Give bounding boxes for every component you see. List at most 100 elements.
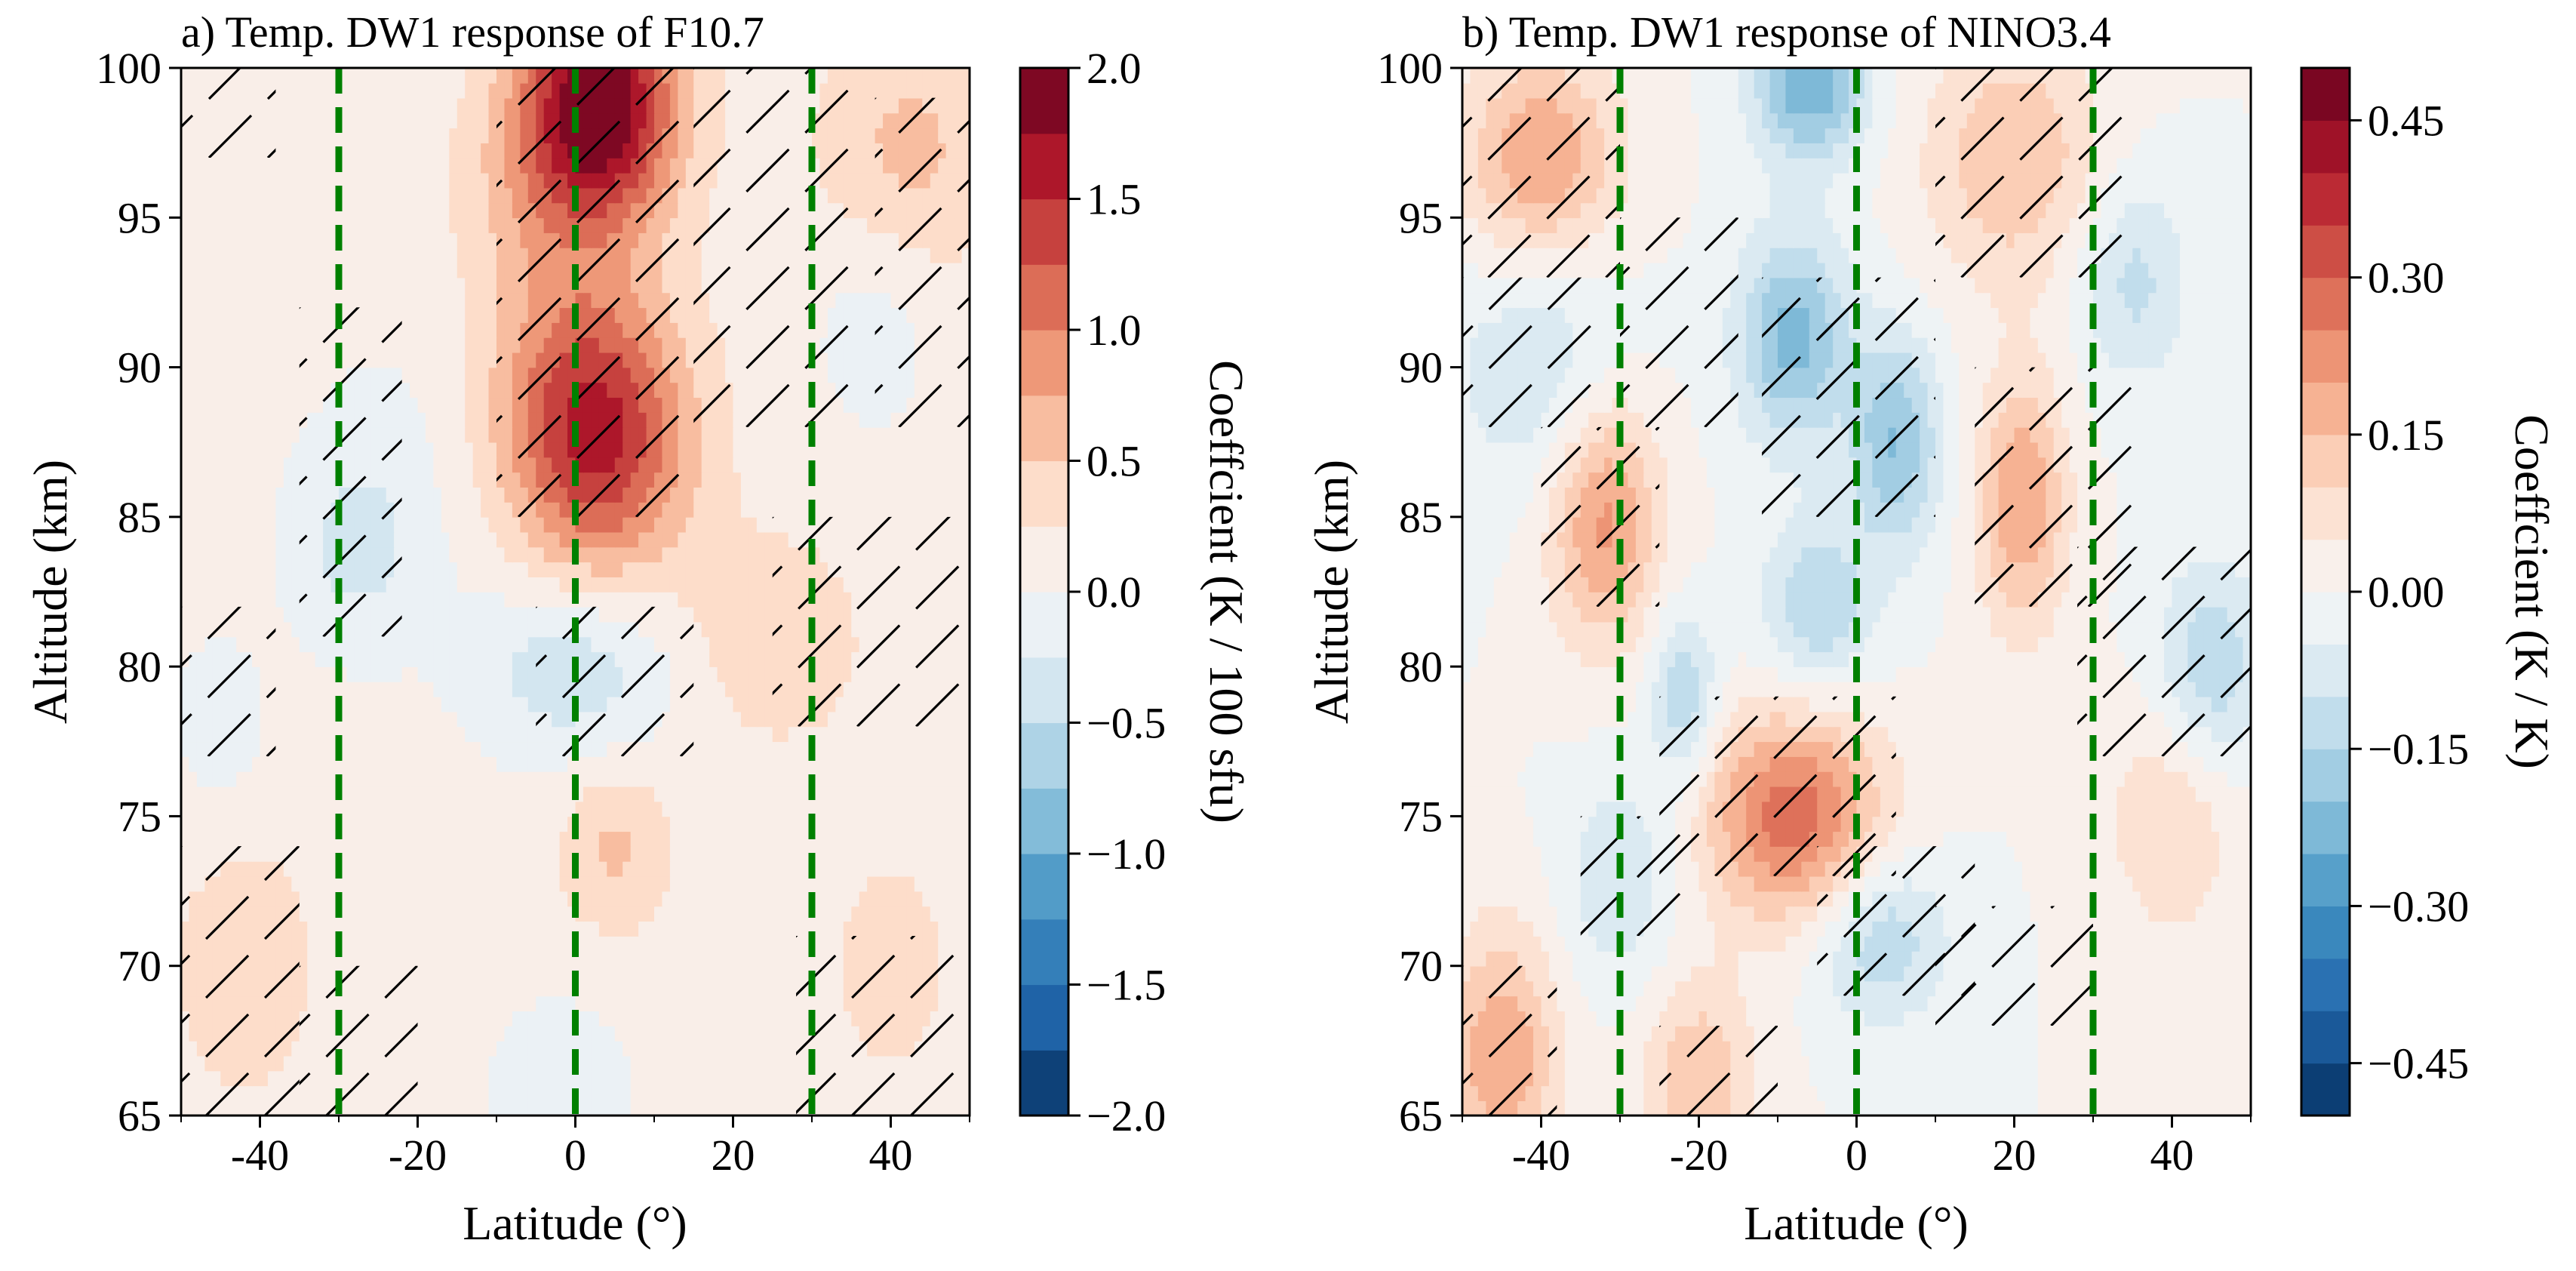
heatmap-cell xyxy=(567,651,576,667)
heatmap-cell xyxy=(228,367,237,383)
heatmap-cell xyxy=(638,1026,647,1042)
heatmap-cell xyxy=(267,457,277,473)
heatmap-cell xyxy=(685,472,695,488)
heatmap-cell xyxy=(867,1070,876,1087)
heatmap-cell xyxy=(859,891,868,907)
heatmap-cell xyxy=(315,412,324,428)
heatmap-cell xyxy=(954,412,963,428)
heatmap-cell xyxy=(583,1100,592,1116)
heatmap-cell xyxy=(449,1040,458,1057)
heatmap-cell xyxy=(598,906,608,922)
heatmap-cell xyxy=(796,1026,805,1042)
heatmap-cell xyxy=(725,860,734,877)
heatmap-cell xyxy=(323,876,332,892)
heatmap-cell xyxy=(622,726,632,743)
heatmap-cell xyxy=(867,831,876,847)
heatmap-cell xyxy=(733,1085,742,1101)
heatmap-cell xyxy=(512,696,521,712)
heatmap-cell xyxy=(883,487,892,503)
heatmap-cell xyxy=(614,980,623,997)
heatmap-cell xyxy=(693,592,702,608)
heatmap-cell xyxy=(598,891,608,907)
heatmap-cell xyxy=(669,621,679,638)
heatmap-cell xyxy=(433,846,442,862)
heatmap-cell xyxy=(930,1070,939,1087)
heatmap-cell xyxy=(749,726,758,743)
heatmap-cell xyxy=(370,965,380,982)
heatmap-cell xyxy=(678,367,687,383)
heatmap-cell xyxy=(267,577,277,592)
heatmap-cell xyxy=(212,606,222,623)
heatmap-cell xyxy=(267,711,277,728)
heatmap-cell xyxy=(638,412,647,428)
heatmap-cell xyxy=(527,996,537,1011)
heatmap-cell xyxy=(733,1040,742,1057)
heatmap-cell xyxy=(504,980,513,997)
heatmap-cell xyxy=(930,1100,939,1116)
heatmap-cell xyxy=(906,606,915,623)
heatmap-cell xyxy=(693,860,702,877)
heatmap-cell xyxy=(339,577,348,592)
heatmap-cell xyxy=(851,577,860,592)
heatmap-cell xyxy=(512,1011,521,1026)
heatmap-cell xyxy=(693,831,702,847)
heatmap-cell xyxy=(883,472,892,488)
heatmap-cell xyxy=(614,831,623,847)
heatmap-cell xyxy=(914,726,924,743)
heatmap-cell xyxy=(630,831,639,847)
heatmap-cell xyxy=(449,426,458,443)
heatmap-cell xyxy=(181,636,190,653)
heatmap-cell xyxy=(472,726,481,743)
heatmap-cell xyxy=(559,606,568,623)
heatmap-cell xyxy=(425,397,435,413)
heatmap-cell xyxy=(401,516,410,533)
heatmap-cell xyxy=(875,457,884,473)
heatmap-cell xyxy=(598,562,608,577)
heatmap-cell xyxy=(662,546,671,563)
heatmap-cell xyxy=(425,816,435,832)
heatmap-cell xyxy=(220,1011,229,1026)
heatmap-cell xyxy=(693,1085,702,1101)
heatmap-cell xyxy=(930,621,939,638)
heatmap-cell xyxy=(890,726,899,743)
heatmap-cell xyxy=(756,801,766,817)
heatmap-cell xyxy=(543,816,552,832)
heatmap-cell xyxy=(622,965,632,982)
heatmap-cell xyxy=(244,592,253,608)
heatmap-cell xyxy=(835,726,844,743)
heatmap-cell xyxy=(607,771,616,787)
heatmap-cell xyxy=(204,1040,214,1057)
heatmap-cell xyxy=(362,606,371,623)
heatmap-cell xyxy=(756,726,766,743)
heatmap-cell xyxy=(465,726,474,743)
heatmap-cell xyxy=(433,666,442,682)
heatmap-cell xyxy=(622,592,632,608)
heatmap-cell xyxy=(954,1070,963,1087)
heatmap-cell xyxy=(189,636,198,653)
heatmap-cell xyxy=(930,397,939,413)
heatmap-cell xyxy=(898,860,908,877)
heatmap-cell xyxy=(449,1085,458,1101)
heatmap-cell xyxy=(693,666,702,682)
heatmap-cell xyxy=(954,577,963,592)
heatmap-cell xyxy=(512,621,521,638)
heatmap-cell xyxy=(299,577,308,592)
heatmap-cell xyxy=(598,741,608,757)
heatmap-cell xyxy=(456,711,466,728)
heatmap-cell xyxy=(669,681,679,697)
heatmap-cell xyxy=(291,696,300,712)
heatmap-cell xyxy=(583,426,592,443)
heatmap-cell xyxy=(669,860,679,877)
heatmap-cell xyxy=(804,1100,813,1116)
heatmap-cell xyxy=(701,1070,710,1087)
heatmap-cell xyxy=(654,442,663,458)
heatmap-cell xyxy=(244,1011,253,1026)
heatmap-cell xyxy=(669,592,679,608)
heatmap-cell xyxy=(867,786,876,802)
heatmap-cell xyxy=(196,457,206,473)
heatmap-cell xyxy=(362,711,371,728)
heatmap-cell xyxy=(196,906,206,922)
heatmap-cell xyxy=(638,1055,647,1072)
heatmap-cell xyxy=(354,487,364,503)
heatmap-cell xyxy=(236,397,245,413)
